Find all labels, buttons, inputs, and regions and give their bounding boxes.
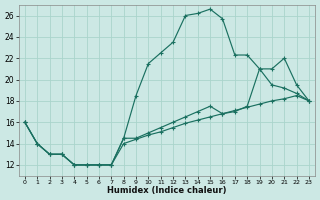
X-axis label: Humidex (Indice chaleur): Humidex (Indice chaleur) [107,186,227,195]
